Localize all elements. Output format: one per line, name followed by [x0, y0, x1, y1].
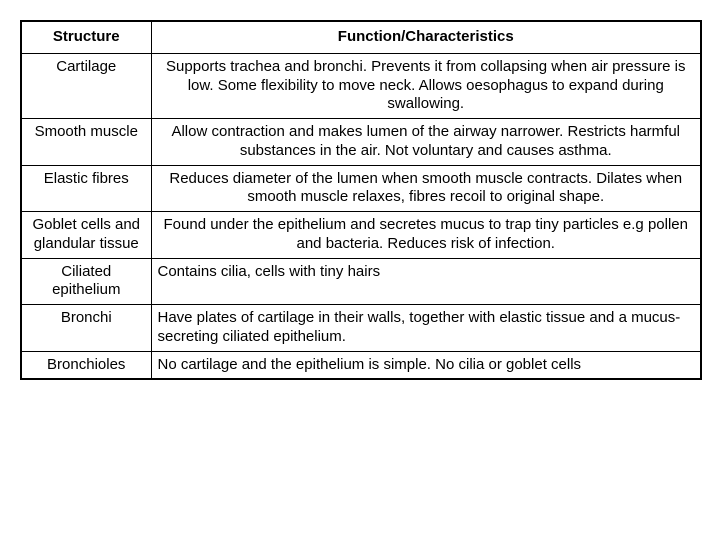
table-row: Goblet cells and glandular tissue Found …: [21, 212, 701, 259]
function-cell: Found under the epithelium and secretes …: [151, 212, 701, 259]
column-header-structure: Structure: [21, 21, 151, 53]
table-header-row: Structure Function/Characteristics: [21, 21, 701, 53]
structure-cell: Ciliated epithelium: [21, 258, 151, 305]
structure-cell: Elastic fibres: [21, 165, 151, 212]
table-row: Smooth muscle Allow contraction and make…: [21, 119, 701, 166]
table-row: Bronchi Have plates of cartilage in thei…: [21, 305, 701, 352]
function-cell: Reduces diameter of the lumen when smoot…: [151, 165, 701, 212]
structure-cell: Cartilage: [21, 53, 151, 118]
function-cell: Supports trachea and bronchi. Prevents i…: [151, 53, 701, 118]
table-row: Elastic fibres Reduces diameter of the l…: [21, 165, 701, 212]
structure-cell: Smooth muscle: [21, 119, 151, 166]
table-row: Ciliated epithelium Contains cilia, cell…: [21, 258, 701, 305]
structure-cell: Bronchi: [21, 305, 151, 352]
table-row: Cartilage Supports trachea and bronchi. …: [21, 53, 701, 118]
structure-cell: Bronchioles: [21, 351, 151, 379]
function-cell: Allow contraction and makes lumen of the…: [151, 119, 701, 166]
function-cell: Have plates of cartilage in their walls,…: [151, 305, 701, 352]
structure-cell: Goblet cells and glandular tissue: [21, 212, 151, 259]
function-cell: No cartilage and the epithelium is simpl…: [151, 351, 701, 379]
table-row: Bronchioles No cartilage and the epithel…: [21, 351, 701, 379]
respiratory-structures-table: Structure Function/Characteristics Carti…: [20, 20, 702, 380]
column-header-function: Function/Characteristics: [151, 21, 701, 53]
function-cell: Contains cilia, cells with tiny hairs: [151, 258, 701, 305]
